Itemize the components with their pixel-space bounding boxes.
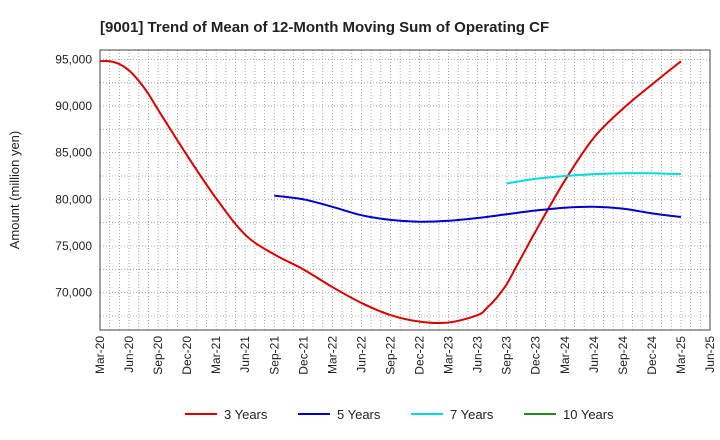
series-layer [99,59,682,325]
legend: 3 Years 5 Years 7 Years 10 Years [185,407,614,422]
legend-label-7-years: 7 Years [450,407,494,422]
y-tick-label: 75,000 [55,239,92,253]
plot-frame [99,49,711,331]
x-tick-label: Mar-20 [93,336,107,374]
x-tick-label: Sep-24 [616,336,630,375]
x-tick-label: Mar-24 [558,336,572,374]
x-tick-label: Mar-23 [442,336,456,374]
series-line-5-years [274,194,682,223]
x-tick-label: Jun-24 [587,336,601,373]
x-tick-label: Mar-21 [209,336,223,374]
x-tick-label: Dec-24 [645,336,659,375]
series-line-3-years [99,59,682,325]
y-tick-label: 85,000 [55,146,92,160]
x-tick-label: Sep-20 [151,336,165,375]
x-tick-label: Sep-21 [267,336,281,375]
legend-label-5-years: 5 Years [337,407,381,422]
y-tick-label: 95,000 [55,52,92,66]
y-axis-label: Amount (million yen) [7,131,22,250]
legend-label-10-years: 10 Years [563,407,614,422]
legend-label-3-years: 3 Years [224,407,268,422]
x-tick-label: Sep-23 [500,336,514,375]
y-tick-labels: 70,000 75,000 80,000 85,000 90,000 95,000 [55,52,92,299]
x-tick-label: Sep-22 [383,336,397,375]
x-tick-label: Dec-20 [180,336,194,375]
y-tick-label: 80,000 [55,192,92,206]
x-tick-label: Mar-25 [674,336,688,374]
x-tick-label: Jun-23 [471,336,485,373]
y-tick-label: 90,000 [55,99,92,113]
x-tick-label: Dec-23 [529,336,543,375]
x-tick-label: Mar-22 [325,336,339,374]
x-tick-label: Jun-22 [354,336,368,373]
x-tick-label: Jun-25 [703,336,717,373]
x-tick-label: Dec-22 [413,336,427,375]
x-tick-label: Jun-20 [122,336,136,373]
x-tick-labels: Mar-20 Jun-20 Sep-20 Dec-20 Mar-21 Jun-21 Sep-… [93,336,717,375]
y-tick-label: 70,000 [55,286,92,300]
grid [100,50,710,330]
x-tick-label: Jun-21 [238,336,252,373]
chart-title: [9001] Trend of Mean of 12-Month Moving … [100,19,549,36]
x-tick-label: Dec-21 [296,336,310,375]
series-line-7-years [506,172,681,185]
